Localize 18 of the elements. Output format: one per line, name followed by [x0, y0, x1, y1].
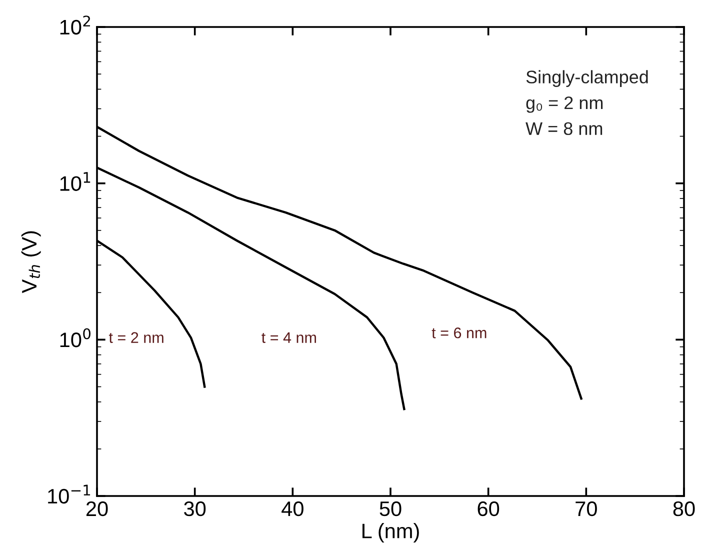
y-tick-label: 10$^{2}$ — [60, 16, 90, 35]
y-axis-title: V$_{th}$ (V) — [21, 231, 41, 294]
x-axis-title: L (nm) — [362, 523, 419, 542]
x-tick-label: 50 — [380, 501, 402, 516]
annotation: t = 2 nm — [108, 332, 164, 343]
x-tick-label: 40 — [282, 501, 304, 516]
y-tick-label: 10$^{1}$ — [60, 172, 90, 191]
x-tick-label: 30 — [184, 501, 206, 516]
x-tick-label: 80 — [673, 501, 695, 516]
annotation: t = 6 nm — [432, 327, 486, 338]
x-tick-label: 60 — [478, 501, 500, 516]
annotation: W = 8 nm — [526, 122, 602, 136]
x-tick-label: 70 — [576, 501, 597, 516]
annotation: g₀ = 2 nm — [526, 96, 603, 113]
annotation: t = 4 nm — [262, 332, 316, 343]
annotation: Singly-clamped — [526, 70, 648, 88]
y-tick-label: 10$^{0}$ — [60, 328, 90, 348]
x-tick-label: 20 — [86, 501, 108, 516]
